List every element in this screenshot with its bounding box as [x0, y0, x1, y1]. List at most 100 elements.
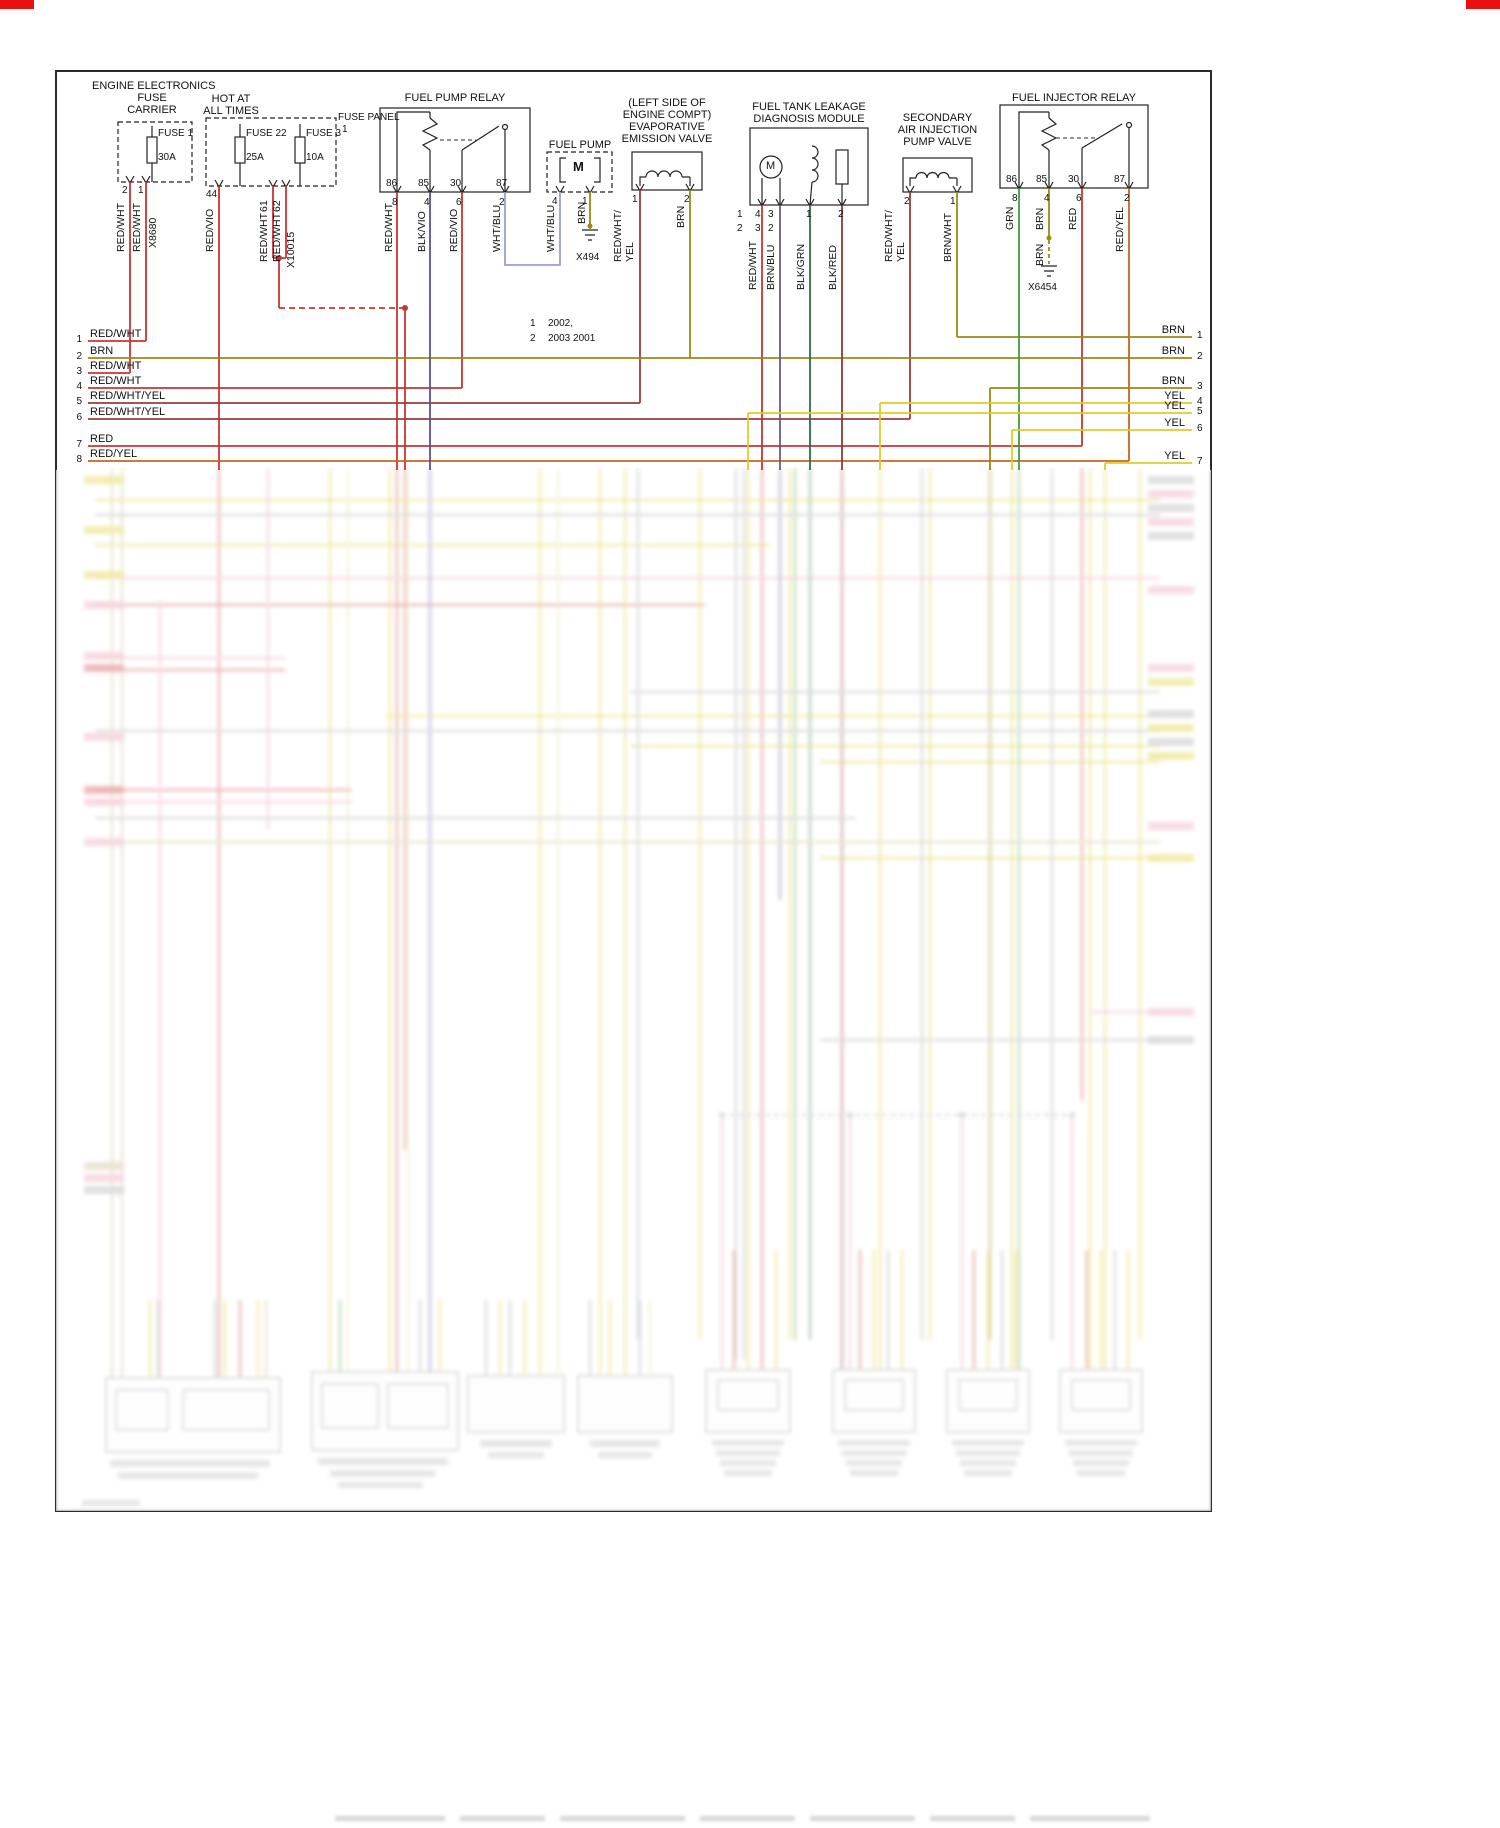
row-number: 4	[1197, 396, 1203, 407]
wire-label: RED/WHT	[383, 203, 395, 252]
wire-row-label: RED/WHT/YEL	[90, 390, 166, 402]
fuel-pump-title: FUEL PUMP	[548, 139, 612, 151]
pin-number: 4	[424, 197, 430, 208]
pin-number: 61	[258, 200, 270, 212]
wire-label: RED/WHT	[258, 213, 270, 262]
fuel-pump-relay-title: FUEL PUMP RELAY	[404, 92, 506, 104]
pin-number: 6	[456, 197, 462, 208]
fuse-panel-number: 1	[342, 124, 348, 135]
pin-number: 4	[1044, 193, 1050, 204]
wire-row-label: BRN	[1161, 375, 1185, 387]
row-number: 6	[1197, 423, 1203, 434]
wire-row-label: RED/WHT	[90, 375, 142, 387]
title-line: (LEFT SIDE OF	[628, 97, 706, 109]
footer-smudges	[335, 1816, 1150, 1821]
wire-row-label: BRN	[90, 345, 114, 357]
pin-number: 1	[582, 196, 588, 207]
legend-variant-1: 1	[530, 318, 536, 329]
motor-symbol-label: M	[766, 160, 776, 172]
title-line: AIR INJECTION	[897, 124, 978, 136]
wire-label: RED/VIO	[204, 208, 216, 252]
fuse22-amp: 25A	[246, 152, 264, 163]
wire-label: RED/YEL	[1114, 207, 1126, 252]
fuse3-amp: 10A	[306, 152, 324, 163]
relay-pin: 87	[1114, 174, 1126, 185]
wire-row-label: RED	[90, 433, 114, 445]
relay-pin: 86	[1006, 174, 1018, 185]
pin-number: 4	[552, 196, 558, 207]
wire-label: BRN	[1034, 207, 1046, 230]
row-number: 6	[76, 412, 82, 423]
legend-variant-1-value: 2002,	[548, 318, 574, 329]
wire-row-label: RED/WHT	[90, 328, 142, 340]
relay-pin: 85	[1036, 174, 1048, 185]
title-line: ALL TIMES	[203, 105, 259, 117]
variant-number: 2	[737, 223, 743, 234]
title-line: ENGINE ELECTRONICS	[92, 80, 216, 92]
fuse-panel-name: FUSE PANEL	[338, 112, 400, 123]
pin-number: 2	[904, 196, 910, 207]
row-number: 4	[76, 381, 82, 392]
pin-number: 2	[838, 209, 844, 220]
relay-pin: 85	[418, 178, 430, 189]
motor-symbol-label: M	[573, 159, 584, 174]
pin-number: 2	[122, 185, 128, 196]
wire-row-label: BRN	[1161, 324, 1185, 336]
row-number: 1	[1197, 330, 1203, 341]
relay-pin: 86	[386, 178, 398, 189]
wire-row-label: YEL	[1164, 450, 1185, 462]
title-line: PUMP VALVE	[903, 136, 972, 148]
connector-blocks	[105, 1369, 1143, 1453]
wire-label: YEL	[624, 242, 636, 262]
wire-label: BRN	[675, 205, 687, 228]
title-line: FUSE	[137, 92, 167, 104]
faded-lower-diagram	[82, 470, 1194, 1821]
title-line: CARRIER	[127, 104, 177, 116]
row-number: 2	[76, 351, 82, 362]
wire-label: RED/WHT	[271, 213, 283, 262]
component-symbols	[117, 104, 1149, 277]
pin-number: 8	[392, 197, 398, 208]
pin-number: 4	[755, 209, 761, 220]
wire-label: BRN	[576, 201, 588, 224]
wire-label: RED/WHT	[747, 241, 759, 290]
ground-label: X494	[576, 252, 600, 263]
fuse1-amp: 30A	[158, 152, 176, 163]
relay-pin: 30	[1068, 174, 1080, 185]
relay-pin: 30	[450, 178, 462, 189]
wire-label: RED/WHT	[131, 203, 143, 252]
wire-label: BRN/BLU	[765, 244, 777, 290]
pin-number: 8	[1012, 193, 1018, 204]
wire-label: RED	[1067, 207, 1079, 230]
title-line: EVAPORATIVE	[628, 121, 705, 133]
wire-label: BLK/RED	[827, 245, 839, 290]
wire-label: RED/WHT	[115, 203, 127, 252]
pin-number: 1	[632, 194, 638, 205]
pin-number: 6	[1076, 193, 1082, 204]
pin-number: 44	[206, 189, 218, 200]
row-number: 7	[1197, 456, 1203, 467]
relay-pin: 87	[496, 178, 508, 189]
pin-number: 2	[684, 194, 690, 205]
fuse22-label: FUSE 22	[246, 128, 287, 139]
pin-number: 1	[950, 196, 956, 207]
connector-label: X10015	[285, 231, 297, 268]
wire-row-label: RED/YEL	[90, 448, 138, 460]
wire-label: YEL	[895, 242, 907, 262]
row-number: 2	[1197, 351, 1203, 362]
title-line: FUEL TANK LEAKAGE	[752, 101, 866, 113]
pin-number: 1	[138, 185, 144, 196]
legend-variant-2-value: 2003 2001	[548, 333, 596, 344]
wire-label: BRN/WHT	[942, 213, 954, 262]
ground-label: X6454	[1028, 282, 1057, 293]
wire-row-label: RED/WHT/YEL	[90, 406, 166, 418]
wire-label: WHT/BLU	[545, 204, 557, 252]
scan-artifact-right	[1466, 0, 1500, 9]
wire-label: RED/VIO	[448, 208, 460, 252]
evap-valve-title: (LEFT SIDE OF ENGINE COMPT) EVAPORATIVE …	[617, 97, 717, 145]
fuel-injector-relay-title: FUEL INJECTOR RELAY	[1012, 92, 1136, 104]
fuse-panel-title: HOT AT ALL TIMES	[196, 93, 266, 117]
wire-row-label: RED/WHT	[90, 360, 142, 372]
wire-label: BLK/GRN	[795, 243, 807, 290]
